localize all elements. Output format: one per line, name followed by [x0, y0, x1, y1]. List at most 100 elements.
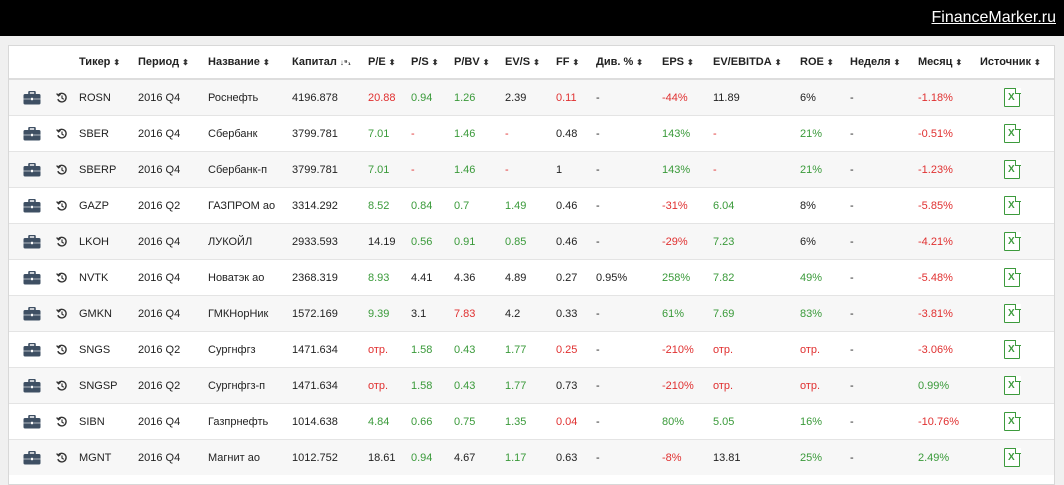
table-row[interactable]: ROSN 2016 Q4 Роснефть 4196.878 20.88 0.94 1.26… [9, 78, 1054, 116]
excel-file-icon[interactable]: X [1004, 123, 1021, 143]
column-header-pe[interactable]: P/E ⬍ [368, 46, 411, 80]
cell-name[interactable]: Магнит ао [208, 439, 292, 475]
cell-name[interactable]: Сбербанк-п [208, 151, 292, 188]
cell-name[interactable]: ГАЗПРОМ ао [208, 187, 292, 224]
table-row[interactable]: SNGS 2016 Q2 Сургнфгз 1471.634 отр. 1.58 0.43 1… [9, 331, 1054, 368]
excel-file-icon[interactable]: X [1004, 87, 1021, 107]
briefcase-icon[interactable] [23, 127, 41, 141]
excel-file-icon[interactable]: X [1004, 231, 1021, 251]
briefcase-icon[interactable] [23, 307, 41, 321]
sort-icon[interactable]: ⬍ [431, 58, 439, 67]
sort-icon[interactable]: ⬍ [687, 58, 694, 67]
sort-icon[interactable]: ⬍ [482, 58, 490, 67]
column-header-cap[interactable]: Капитал ↓⁹₁ [292, 46, 368, 80]
briefcase-icon[interactable] [23, 91, 41, 105]
briefcase-icon[interactable] [23, 343, 41, 357]
briefcase-icon[interactable] [23, 415, 41, 429]
cell-history [41, 151, 79, 188]
cell-ticker[interactable]: LKOH [79, 223, 138, 260]
column-header-period[interactable]: Период ⬍ [138, 46, 208, 80]
cell-name[interactable]: Сбербанк [208, 115, 292, 152]
cell-name[interactable]: ГМКНорНик [208, 295, 292, 332]
history-icon[interactable] [56, 380, 68, 392]
table-row[interactable]: SNGSP 2016 Q2 Сургнфгз-п 1471.634 отр. 1.58 0.… [9, 367, 1054, 404]
table-row[interactable]: SBERP 2016 Q4 Сбербанк-п 3799.781 7.01-1.46-… [9, 151, 1054, 188]
sort-icon[interactable]: ⬍ [388, 58, 396, 67]
column-header-ticker[interactable]: Тикер ⬍ [79, 46, 138, 80]
excel-file-icon[interactable]: X [1004, 303, 1021, 323]
cell-ticker[interactable]: ROSN [79, 78, 138, 116]
briefcase-icon[interactable] [23, 235, 41, 249]
history-icon[interactable] [56, 164, 68, 176]
table-row[interactable]: SIBN 2016 Q4 Газпрнефть 1014.638 4.84 0.66 0.7… [9, 403, 1054, 440]
cell-name[interactable]: ЛУКОЙЛ [208, 223, 292, 260]
cell-name[interactable]: Сургнфгз [208, 331, 292, 368]
column-header-week[interactable]: Неделя ⬍ [850, 46, 918, 80]
table-row[interactable]: LKOH 2016 Q4 ЛУКОЙЛ 2933.593 14.19 0.56 0.91 0.… [9, 223, 1054, 260]
cell-ticker[interactable]: SBER [79, 115, 138, 152]
history-icon[interactable] [56, 344, 68, 356]
sort-icon[interactable]: ⬍ [636, 58, 643, 67]
cell-ticker[interactable]: NVTK [79, 259, 138, 296]
history-icon[interactable] [56, 308, 68, 320]
column-header-ff[interactable]: FF ⬍ [556, 46, 596, 80]
cell-name[interactable]: Новатэк ао [208, 259, 292, 296]
history-icon[interactable] [56, 416, 68, 428]
sort-icon[interactable]: ⬍ [262, 58, 270, 67]
history-icon[interactable] [56, 128, 68, 140]
excel-file-icon[interactable]: X [1004, 195, 1021, 215]
history-icon[interactable] [56, 200, 68, 212]
sort-icon[interactable]: ⬍ [774, 58, 782, 67]
cell-ticker[interactable]: SBERP [79, 151, 138, 188]
column-header-pbv[interactable]: P/BV ⬍ [454, 46, 505, 80]
cell-name[interactable]: Газпрнефть [208, 403, 292, 440]
excel-file-icon[interactable]: X [1004, 447, 1021, 467]
column-header-evs[interactable]: EV/S ⬍ [505, 46, 556, 80]
excel-file-icon[interactable]: X [1004, 267, 1021, 287]
history-icon[interactable] [56, 272, 68, 284]
column-header-name[interactable]: Название ⬍ [208, 46, 292, 80]
sort-icon[interactable]: ⬍ [955, 58, 963, 67]
cell-ticker[interactable]: GAZP [79, 187, 138, 224]
cell-ticker[interactable]: GMKN [79, 295, 138, 332]
column-header-month[interactable]: Месяц ⬍ [918, 46, 980, 80]
cell-ticker[interactable]: SIBN [79, 403, 138, 440]
table-row[interactable]: GAZP 2016 Q2 ГАЗПРОМ ао 3314.292 8.52 0.84 0.7… [9, 187, 1054, 224]
table-row[interactable]: MGNT 2016 Q4 Магнит ао 1012.752 18.61 0.94 4.6… [9, 439, 1054, 475]
sort-icon[interactable]: ⬍ [182, 58, 189, 67]
history-icon[interactable] [56, 92, 68, 104]
excel-file-icon[interactable]: X [1004, 159, 1021, 179]
sort-icon[interactable]: ⬍ [533, 58, 540, 67]
cell-ticker[interactable]: SNGSP [79, 367, 138, 404]
column-header-source[interactable]: Источник ⬍ [980, 46, 1054, 80]
sort-icon[interactable]: ⬍ [572, 58, 580, 67]
column-header-ps[interactable]: P/S ⬍ [411, 46, 454, 80]
cell-name[interactable]: Сургнфгз-п [208, 367, 292, 404]
briefcase-icon[interactable] [23, 163, 41, 177]
briefcase-icon[interactable] [23, 199, 41, 213]
sort-icon[interactable]: ⬍ [113, 58, 121, 67]
briefcase-icon[interactable] [23, 451, 41, 465]
column-header-eps[interactable]: EPS ⬍ [662, 46, 713, 80]
briefcase-icon[interactable] [23, 379, 41, 393]
sort-icon[interactable]: ⬍ [893, 58, 901, 67]
sort-icon[interactable]: ⬍ [826, 58, 834, 67]
table-row[interactable]: GMKN 2016 Q4 ГМКНорНик 1572.169 9.39 3.1 7.83 4… [9, 295, 1054, 332]
table-row[interactable]: NVTK 2016 Q4 Новатэк ао 2368.319 8.93 4.41 4.3… [9, 259, 1054, 296]
briefcase-icon[interactable] [23, 271, 41, 285]
cell-ticker[interactable]: MGNT [79, 439, 138, 475]
excel-file-icon[interactable]: X [1004, 411, 1021, 431]
column-header-div[interactable]: Див. % ⬍ [596, 46, 662, 80]
cell-ticker[interactable]: SNGS [79, 331, 138, 368]
column-header-roe[interactable]: ROE ⬍ [800, 46, 850, 80]
table-row[interactable]: SBER 2016 Q4 Сбербанк 3799.781 7.01-1.46-0.4… [9, 115, 1054, 152]
sort-icon[interactable]: ↓⁹₁ [339, 58, 351, 67]
cell-name[interactable]: Роснефть [208, 78, 292, 116]
history-icon[interactable] [56, 452, 68, 464]
excel-file-icon[interactable]: X [1004, 339, 1021, 359]
column-header-evebitda[interactable]: EV/EBITDA ⬍ [713, 46, 800, 80]
excel-file-icon[interactable]: X [1004, 375, 1021, 395]
brand-link[interactable]: FinanceMarker.ru [931, 9, 1057, 26]
history-icon[interactable] [56, 236, 68, 248]
sort-icon[interactable]: ⬍ [1034, 58, 1041, 67]
